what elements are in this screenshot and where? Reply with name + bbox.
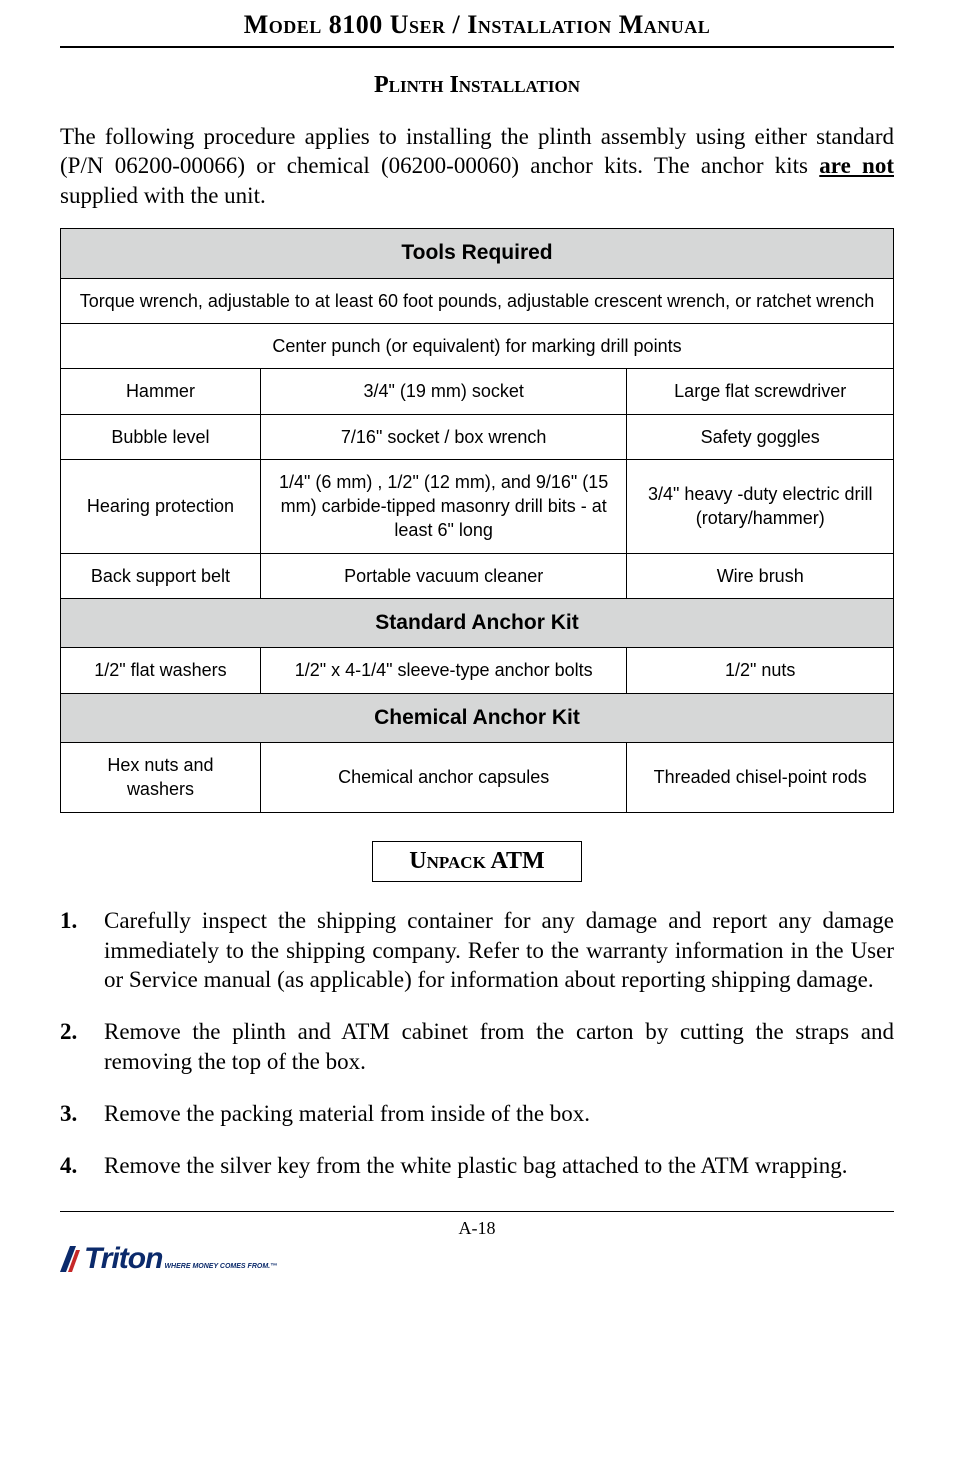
cell: Large flat screwdriver	[627, 369, 894, 414]
section-title: Plinth Installation	[60, 72, 894, 99]
table-row: Standard Anchor Kit	[61, 599, 894, 648]
cell: Hex nuts and washers	[61, 743, 261, 813]
std-anchor-header: Standard Anchor Kit	[61, 599, 894, 648]
unpack-heading-wrap: Unpack ATM	[60, 841, 894, 882]
cell: Back support belt	[61, 553, 261, 598]
table-row: Bubble level 7/16" socket / box wrench S…	[61, 414, 894, 459]
table-row: Hammer 3/4" (19 mm) socket Large flat sc…	[61, 369, 894, 414]
cell: 7/16" socket / box wrench	[260, 414, 627, 459]
cell: Hammer	[61, 369, 261, 414]
tools-header: Tools Required	[61, 229, 894, 278]
intro-paragraph: The following procedure applies to insta…	[60, 122, 894, 210]
cell: Hearing protection	[61, 459, 261, 553]
logo-wordmark: Triton	[84, 1244, 162, 1274]
list-item: Carefully inspect the shipping container…	[60, 906, 894, 996]
cell: Threaded chisel-point rods	[627, 743, 894, 813]
page: Model 8100 User / Installation Manual Pl…	[0, 0, 954, 1314]
cell: Bubble level	[61, 414, 261, 459]
table-row: Hearing protection 1/4" (6 mm) , 1/2" (1…	[61, 459, 894, 553]
cell: 1/2" x 4-1/4" sleeve-type anchor bolts	[260, 648, 627, 693]
centerpunch-row: Center punch (or equivalent) for marking…	[61, 323, 894, 368]
cell: Safety goggles	[627, 414, 894, 459]
unpack-steps: Carefully inspect the shipping container…	[60, 906, 894, 1181]
page-footer: A-18 Triton WHERE MONEY COMES FROM.™	[60, 1211, 894, 1274]
table-row: Tools Required	[61, 229, 894, 278]
cell: 1/2" flat washers	[61, 648, 261, 693]
logo-stripes-icon	[60, 1246, 82, 1272]
table-row: Chemical Anchor Kit	[61, 693, 894, 742]
table-row: 1/2" flat washers 1/2" x 4-1/4" sleeve-t…	[61, 648, 894, 693]
list-item: Remove the silver key from the white pla…	[60, 1151, 894, 1181]
cell: 1/2" nuts	[627, 648, 894, 693]
intro-pre: The following procedure applies to insta…	[60, 124, 894, 178]
triton-logo: Triton WHERE MONEY COMES FROM.™	[60, 1244, 277, 1274]
cell: Wire brush	[627, 553, 894, 598]
torque-row: Torque wrench, adjustable to at least 60…	[61, 278, 894, 323]
tools-table: Tools Required Torque wrench, adjustable…	[60, 228, 894, 812]
list-item: Remove the packing material from inside …	[60, 1099, 894, 1129]
table-row: Center punch (or equivalent) for marking…	[61, 323, 894, 368]
cell: 3/4" (19 mm) socket	[260, 369, 627, 414]
cell: Chemical anchor capsules	[260, 743, 627, 813]
unpack-heading: Unpack ATM	[372, 841, 581, 882]
chem-anchor-header: Chemical Anchor Kit	[61, 693, 894, 742]
intro-underlined: are not	[819, 153, 894, 178]
list-item: Remove the plinth and ATM cabinet from t…	[60, 1017, 894, 1077]
cell: 3/4" heavy -duty electric drill (rotary/…	[627, 459, 894, 553]
table-row: Back support belt Portable vacuum cleane…	[61, 553, 894, 598]
running-title: Model 8100 User / Installation Manual	[60, 10, 894, 48]
table-row: Torque wrench, adjustable to at least 60…	[61, 278, 894, 323]
cell: 1/4" (6 mm) , 1/2" (12 mm), and 9/16" (1…	[260, 459, 627, 553]
intro-post: supplied with the unit.	[60, 183, 266, 208]
logo-tagline: WHERE MONEY COMES FROM.™	[164, 1263, 277, 1274]
page-number: A-18	[60, 1218, 894, 1239]
cell: Portable vacuum cleaner	[260, 553, 627, 598]
table-row: Hex nuts and washers Chemical anchor cap…	[61, 743, 894, 813]
